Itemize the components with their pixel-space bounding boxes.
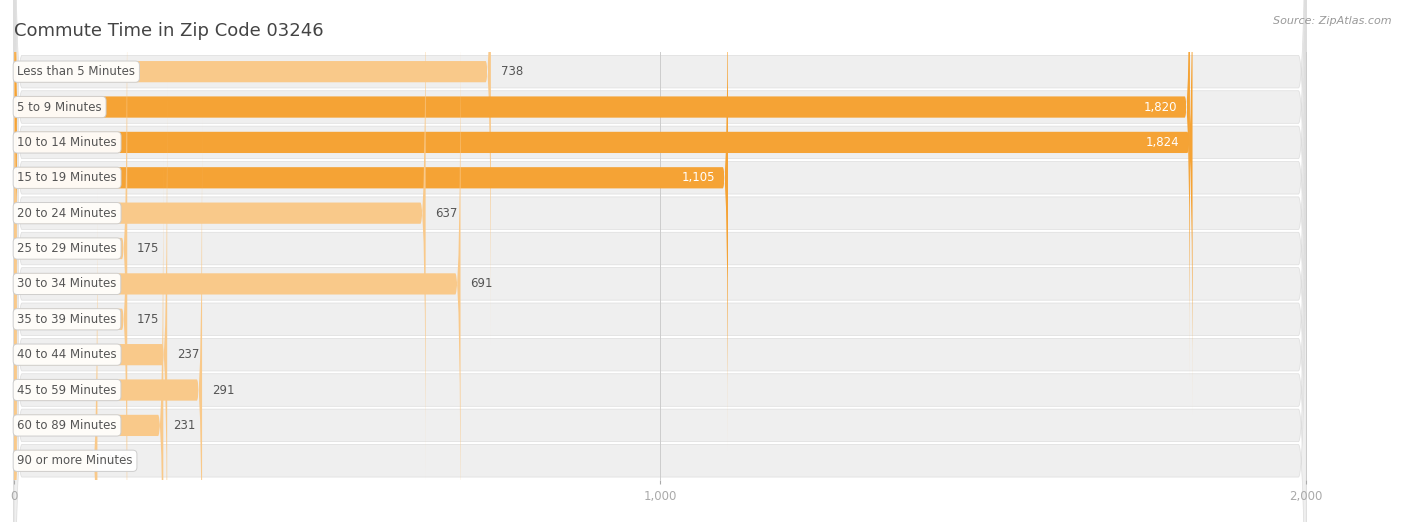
Text: 30 to 34 Minutes: 30 to 34 Minutes — [17, 277, 117, 290]
Text: 40 to 44 Minutes: 40 to 44 Minutes — [17, 348, 117, 361]
Text: 691: 691 — [470, 277, 492, 290]
FancyBboxPatch shape — [14, 0, 1306, 522]
FancyBboxPatch shape — [14, 0, 1306, 522]
Text: Less than 5 Minutes: Less than 5 Minutes — [17, 65, 135, 78]
FancyBboxPatch shape — [14, 17, 1306, 522]
Text: Source: ZipAtlas.com: Source: ZipAtlas.com — [1274, 16, 1392, 26]
Text: Commute Time in Zip Code 03246: Commute Time in Zip Code 03246 — [14, 21, 323, 40]
FancyBboxPatch shape — [14, 0, 1192, 415]
Text: 90 or more Minutes: 90 or more Minutes — [17, 454, 132, 467]
FancyBboxPatch shape — [14, 153, 163, 522]
Text: 175: 175 — [136, 313, 159, 326]
Text: 15 to 19 Minutes: 15 to 19 Minutes — [17, 171, 117, 184]
Text: 175: 175 — [136, 242, 159, 255]
FancyBboxPatch shape — [14, 0, 1306, 522]
FancyBboxPatch shape — [14, 0, 1189, 379]
FancyBboxPatch shape — [14, 117, 202, 522]
Text: 20 to 24 Minutes: 20 to 24 Minutes — [17, 207, 117, 220]
Text: 60 to 89 Minutes: 60 to 89 Minutes — [17, 419, 117, 432]
FancyBboxPatch shape — [14, 0, 491, 344]
FancyBboxPatch shape — [14, 0, 1306, 522]
Text: 291: 291 — [212, 384, 235, 397]
FancyBboxPatch shape — [14, 0, 127, 521]
Text: 10 to 14 Minutes: 10 to 14 Minutes — [17, 136, 117, 149]
FancyBboxPatch shape — [14, 11, 461, 522]
Text: 738: 738 — [501, 65, 523, 78]
Text: 1,105: 1,105 — [682, 171, 716, 184]
Text: 129: 129 — [107, 454, 129, 467]
Text: 237: 237 — [177, 348, 200, 361]
Text: 637: 637 — [436, 207, 458, 220]
Text: 1,824: 1,824 — [1146, 136, 1180, 149]
FancyBboxPatch shape — [14, 188, 97, 522]
FancyBboxPatch shape — [14, 0, 426, 485]
FancyBboxPatch shape — [14, 0, 1306, 522]
FancyBboxPatch shape — [14, 82, 167, 522]
Text: 5 to 9 Minutes: 5 to 9 Minutes — [17, 101, 101, 113]
FancyBboxPatch shape — [14, 47, 127, 522]
Text: 1,820: 1,820 — [1143, 101, 1177, 113]
Text: 231: 231 — [173, 419, 195, 432]
FancyBboxPatch shape — [14, 0, 1306, 515]
Text: 45 to 59 Minutes: 45 to 59 Minutes — [17, 384, 117, 397]
FancyBboxPatch shape — [14, 53, 1306, 522]
Text: 25 to 29 Minutes: 25 to 29 Minutes — [17, 242, 117, 255]
Text: 35 to 39 Minutes: 35 to 39 Minutes — [17, 313, 117, 326]
FancyBboxPatch shape — [14, 0, 1306, 522]
FancyBboxPatch shape — [14, 0, 1306, 522]
FancyBboxPatch shape — [14, 0, 728, 450]
FancyBboxPatch shape — [14, 0, 1306, 480]
FancyBboxPatch shape — [14, 0, 1306, 522]
